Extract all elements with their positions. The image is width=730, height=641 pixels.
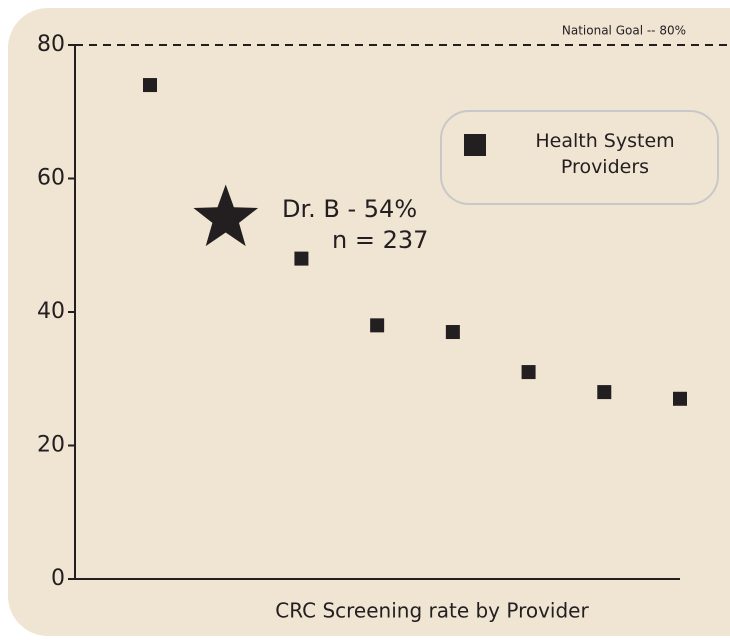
background (8, 8, 730, 636)
point (673, 391, 687, 406)
point (294, 251, 309, 266)
point (521, 365, 536, 380)
legend-box (440, 110, 719, 205)
point (597, 385, 612, 400)
annotation: Dr. B - 54% (282, 195, 417, 223)
y-tick-label: 20 (37, 433, 65, 458)
legend-swatch (464, 134, 486, 156)
legend-label: Health System Providers (535, 130, 675, 178)
x-axis-label: CRC Screening rate by Provider (275, 599, 589, 623)
annotation: n = 237 (332, 226, 428, 254)
y-tick-label: 80 (37, 32, 65, 57)
star-marker (193, 184, 259, 247)
reference-label: National Goal -- 80% (562, 24, 686, 38)
y-tick-label: 40 (37, 299, 65, 324)
point (445, 325, 460, 340)
y-tick-label: 60 (37, 166, 65, 191)
point (143, 78, 157, 93)
point (370, 318, 385, 333)
legend-entry: Health System Providers (535, 130, 675, 178)
y-tick-label: 0 (51, 566, 65, 591)
